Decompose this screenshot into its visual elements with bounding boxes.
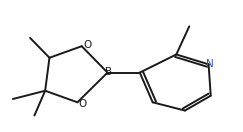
Text: B: B [105, 67, 112, 77]
Text: N: N [206, 58, 214, 69]
Text: O: O [79, 99, 87, 109]
Text: O: O [83, 40, 91, 50]
